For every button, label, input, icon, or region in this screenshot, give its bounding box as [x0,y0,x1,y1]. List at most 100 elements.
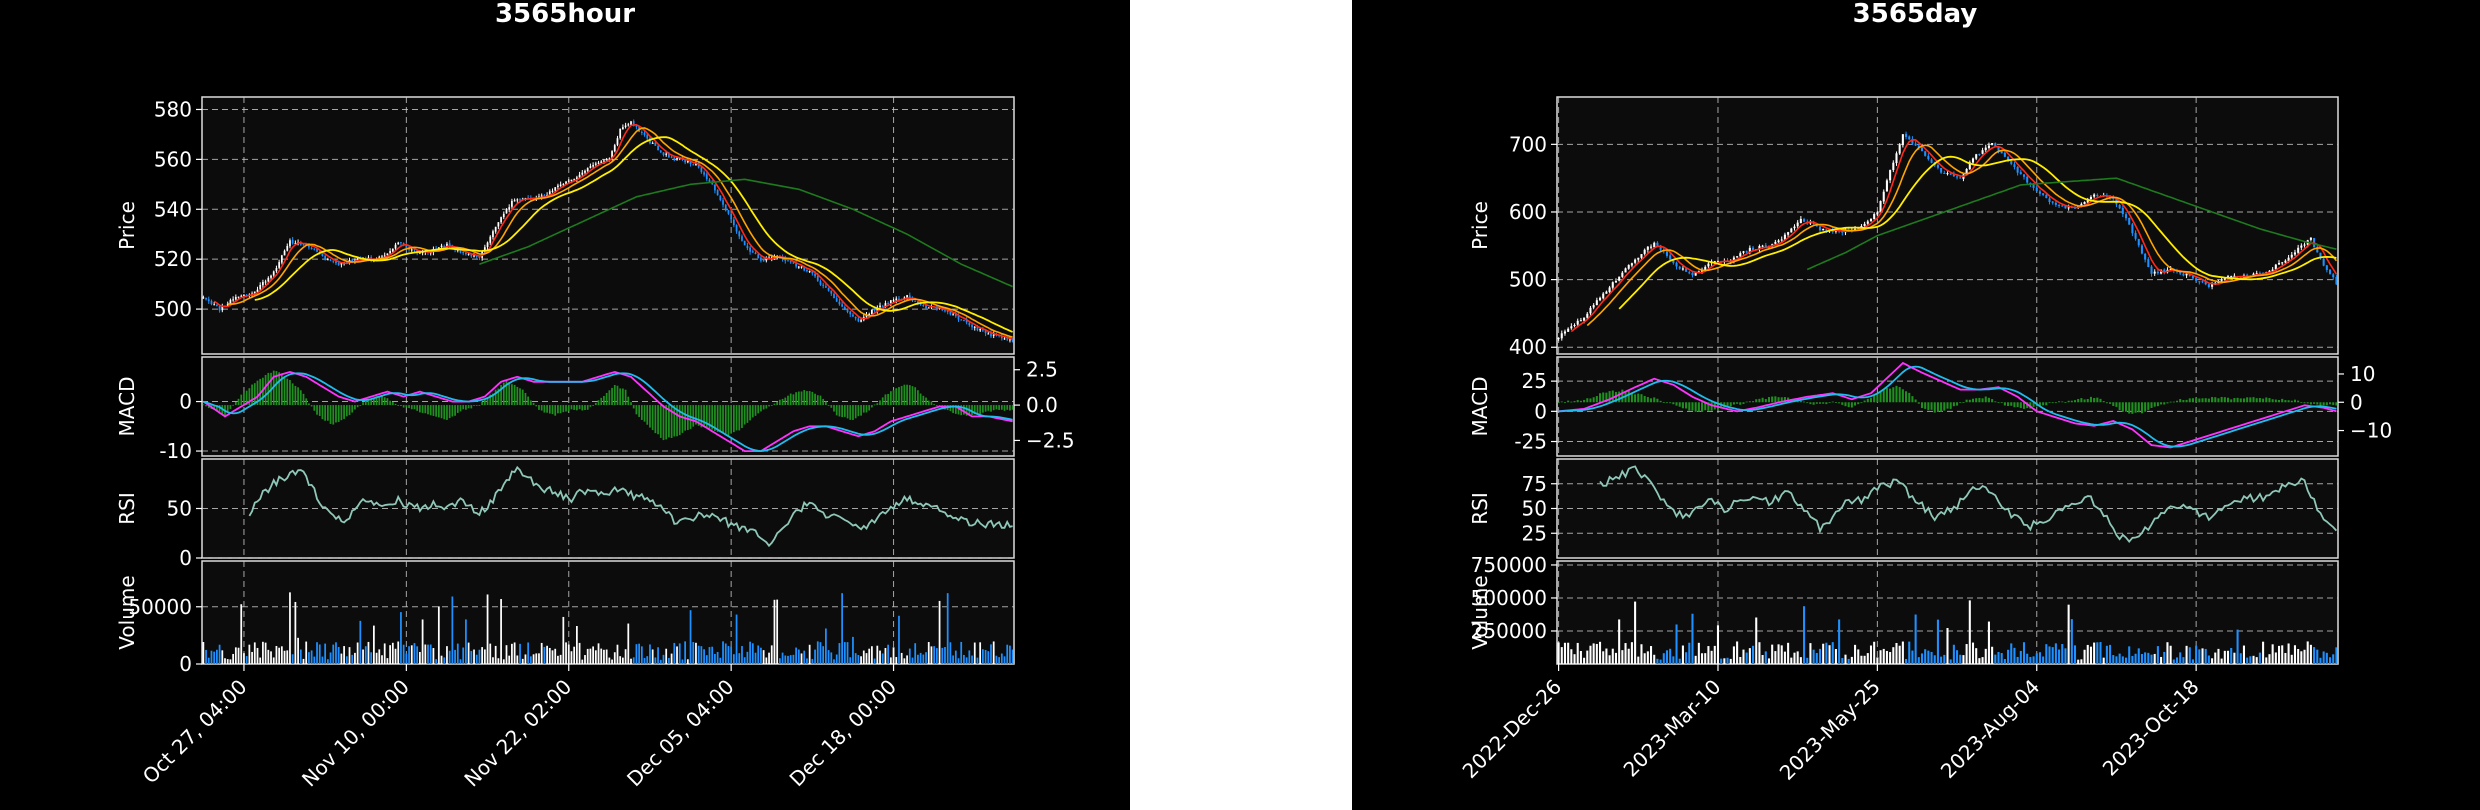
macd-hist-bar [2214,397,2217,403]
macd-hist-bar [1968,399,1971,403]
macd-hist-bar [527,396,530,406]
macd-hist-bar [1742,402,1745,404]
candle-body [919,303,922,305]
candle-body [627,124,630,126]
macd-hist-bar [998,405,1000,410]
volume-bar [297,637,299,664]
candle-body [843,307,846,309]
volume-bar [597,643,600,664]
volume-bar [857,655,860,664]
volume-bar [776,599,779,664]
volume-bar [979,642,982,664]
macd-hist-bar [1685,402,1688,409]
macd-hist-bar [1579,400,1582,403]
macd-hist-bar [367,398,370,406]
macd-hist-bar [1672,402,1675,405]
candle-body [562,184,565,186]
volume-bar [889,657,892,664]
volume-bar [2313,647,2316,664]
candle-body [1854,228,1857,230]
macd-hist-bar [1634,394,1637,403]
volume-bar [1796,651,1799,664]
candle-body [1570,326,1573,329]
volume-bar [697,645,700,664]
candle-body [1908,136,1911,140]
macd-hist-bar [2144,402,2147,412]
macd-hist-bar [852,405,854,421]
macd-hist-bar [865,405,868,413]
candle-body [1889,170,1892,181]
price-ytick-label: 700 [1509,132,1547,156]
candle-body [2230,276,2233,278]
macd-hist-bar [784,397,787,406]
volume-bar [676,646,678,664]
macd-hist-bar [1905,391,1908,403]
macd-hist-bar [1889,388,1892,403]
volume-bar [2042,656,2045,664]
volume-bar [757,645,760,664]
macd-hist-bar [337,405,340,423]
macd-hist-bar [1892,387,1895,403]
macd-hist-bar [822,398,825,406]
volume-bar [2048,646,2051,664]
volume-bar [538,653,540,664]
volume-bar [984,649,987,664]
volume-bar [1933,655,1936,664]
candle-body [446,243,448,248]
candle-body [2112,197,2115,199]
volume-bar [473,649,475,664]
volume-bar [521,658,524,664]
candle-body [895,298,898,301]
macd-hist-bar [205,405,207,407]
macd-hist-bar [245,390,248,406]
volume-bar [646,656,649,664]
macd-hist-bar [2239,398,2242,403]
candle-body [889,300,892,305]
macd-hist-bar [1924,402,1927,409]
candle-body [2281,262,2284,264]
macd-hist-bar [808,391,811,406]
price-ytick-label: 500 [154,297,192,321]
volume-bar [1984,648,1987,664]
macd-hist-bar [2019,402,2022,409]
candle-body [735,225,738,232]
candle-body [743,240,746,246]
volume-bar [535,653,538,664]
macd-hist-bar [1003,405,1006,411]
candle-body [470,253,473,257]
macd-hist-bar [478,404,481,406]
volume-bar [2121,656,2124,664]
rsi-line [1599,465,2338,544]
macd-hist-bar [957,405,960,415]
volume-bar [860,656,862,664]
candle-body [952,314,954,316]
macd-hist-bar [2124,402,2128,412]
volume-bar [584,655,586,664]
macd-hist-bar [1812,402,1815,405]
macd-hist-bar [1991,399,1994,403]
candle-body [505,209,508,214]
candle-body [1006,338,1009,340]
volume-bar [1732,646,1735,664]
macd-hist-bar [2268,398,2271,403]
volume-bar [259,657,262,664]
candle-body [1707,263,1710,267]
candle-body [692,164,695,166]
macd-hist-bar [2115,402,2118,407]
volume-bar [594,650,597,664]
macd-hist-bar [2319,402,2322,406]
candle-body [1764,245,1767,247]
volume-bar [1971,642,1975,664]
macd-hist-bar [881,397,884,406]
macd-hist-bar [400,405,402,407]
candle-body [2309,237,2312,240]
macd-hist-bar [524,392,527,406]
macd-hist-bar [1665,402,1669,404]
macd-hist-bar [248,388,251,406]
macd-hist-bar [2109,402,2112,404]
candle-body [1873,214,1876,220]
macd-hist-bar [1920,402,1924,409]
macd-hist-bar [2096,397,2099,403]
candle-body [973,326,976,328]
